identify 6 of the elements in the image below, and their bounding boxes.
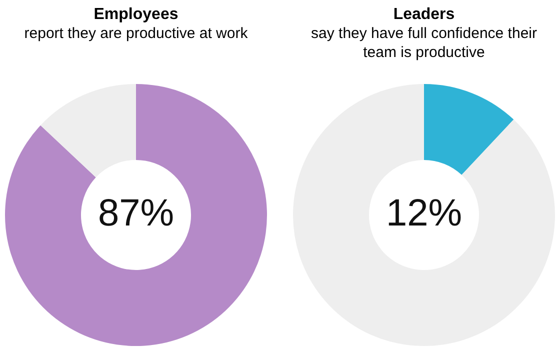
text: 87% [98,192,174,234]
chart-title: Leaders [392,6,456,24]
chart-subtitle: say they have full confidence their team is productive [310,24,538,62]
chart-title: Employees [92,6,180,24]
chart-subtitle: report they are productive at work [23,24,249,43]
text: 12% [386,192,462,234]
